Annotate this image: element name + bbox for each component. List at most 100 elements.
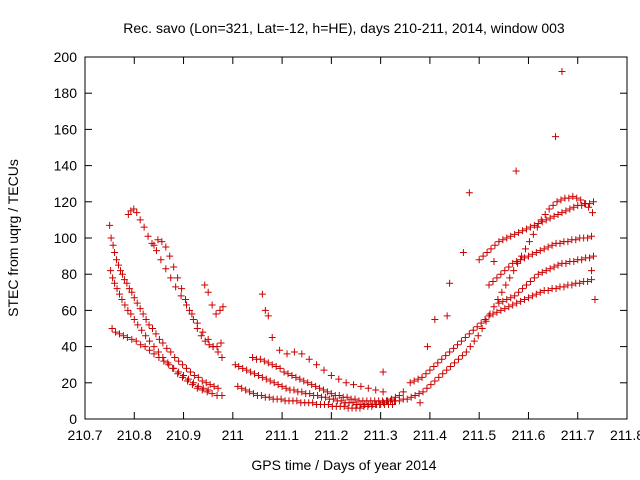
data-point: [155, 353, 163, 361]
data-point: [123, 279, 131, 287]
data-point: [446, 348, 454, 356]
data-point: [485, 281, 493, 289]
x-tick-label: 211: [222, 427, 245, 443]
data-point: [521, 296, 529, 304]
data-point: [533, 223, 541, 231]
y-tick-label: 180: [54, 85, 78, 101]
data-point: [309, 399, 317, 407]
data-point: [517, 256, 525, 264]
data-point: [113, 256, 121, 264]
data-point: [132, 337, 140, 345]
data-point: [577, 196, 585, 204]
data-point: [261, 306, 269, 314]
data-point: [494, 296, 502, 304]
data-point: [327, 390, 335, 398]
data-point: [293, 397, 301, 405]
data-point: [119, 332, 127, 340]
data-point: [219, 303, 227, 311]
data-point: [284, 370, 292, 378]
data-point: [447, 363, 455, 371]
chart-title: Rec. savo (Lon=321, Lat=-12, h=HE), days…: [123, 20, 565, 36]
data-point: [410, 377, 418, 385]
data-point: [258, 290, 266, 298]
data-point: [465, 189, 473, 197]
data-point: [312, 382, 320, 390]
data-point: [174, 370, 182, 378]
data-point: [411, 391, 419, 399]
y-tick-label: 200: [54, 49, 78, 65]
data-point: [124, 306, 132, 314]
data-point: [264, 312, 272, 320]
data-point: [201, 281, 209, 289]
data-point: [111, 248, 119, 256]
data-point: [171, 353, 179, 361]
data-point: [550, 212, 558, 220]
data-point: [193, 325, 201, 332]
data-point: [343, 393, 351, 401]
data-point: [549, 201, 557, 209]
data-point: [111, 279, 119, 287]
data-point: [298, 350, 306, 358]
data-point: [231, 361, 239, 369]
data-point: [534, 270, 542, 278]
data-point: [522, 225, 530, 233]
data-point: [450, 344, 458, 352]
data-point: [188, 310, 196, 318]
data-point: [314, 391, 322, 399]
data-point: [290, 348, 298, 356]
data-point: [588, 276, 596, 284]
data-point: [204, 335, 212, 343]
data-point: [268, 361, 276, 369]
data-point: [250, 390, 258, 398]
data-point: [454, 341, 462, 349]
data-point: [407, 393, 415, 401]
data-point: [205, 341, 213, 349]
data-point: [130, 294, 138, 302]
data-point: [282, 384, 290, 392]
data-point: [540, 245, 548, 253]
data-point: [542, 267, 550, 275]
data-point: [457, 337, 465, 345]
data-point: [459, 248, 467, 256]
x-tick-label: 211.4: [413, 427, 447, 443]
data-point: [519, 285, 527, 293]
data-point: [495, 299, 503, 307]
data-points: [106, 67, 599, 412]
data-point: [503, 296, 511, 304]
data-point: [481, 315, 489, 323]
data-point: [150, 241, 158, 249]
data-point: [152, 247, 160, 255]
data-point: [538, 268, 546, 276]
data-point: [266, 377, 274, 385]
y-tick-label: 60: [61, 302, 77, 318]
data-point: [454, 355, 462, 363]
data-point: [490, 303, 498, 311]
data-point: [473, 323, 481, 331]
data-point: [115, 261, 123, 269]
data-point: [107, 267, 115, 275]
data-point: [238, 384, 246, 392]
data-point: [426, 366, 434, 374]
data-point: [506, 274, 514, 282]
data-point: [434, 359, 442, 367]
y-tick-label: 120: [54, 194, 78, 210]
data-point: [165, 361, 173, 369]
data-point: [183, 364, 191, 372]
data-point: [553, 198, 561, 206]
data-point: [313, 361, 321, 369]
data-point: [155, 335, 163, 343]
data-point: [479, 252, 487, 260]
data-point: [139, 310, 147, 318]
data-point: [106, 221, 114, 229]
data-point: [308, 381, 316, 389]
data-point: [113, 285, 121, 293]
data-point: [507, 232, 515, 240]
data-point: [133, 209, 141, 217]
data-point: [562, 207, 570, 215]
data-point: [552, 133, 560, 141]
data-point: [133, 299, 141, 307]
data-point: [418, 373, 426, 381]
data-point: [435, 373, 443, 381]
data-point: [214, 348, 222, 356]
y-tick-label: 20: [61, 375, 77, 391]
